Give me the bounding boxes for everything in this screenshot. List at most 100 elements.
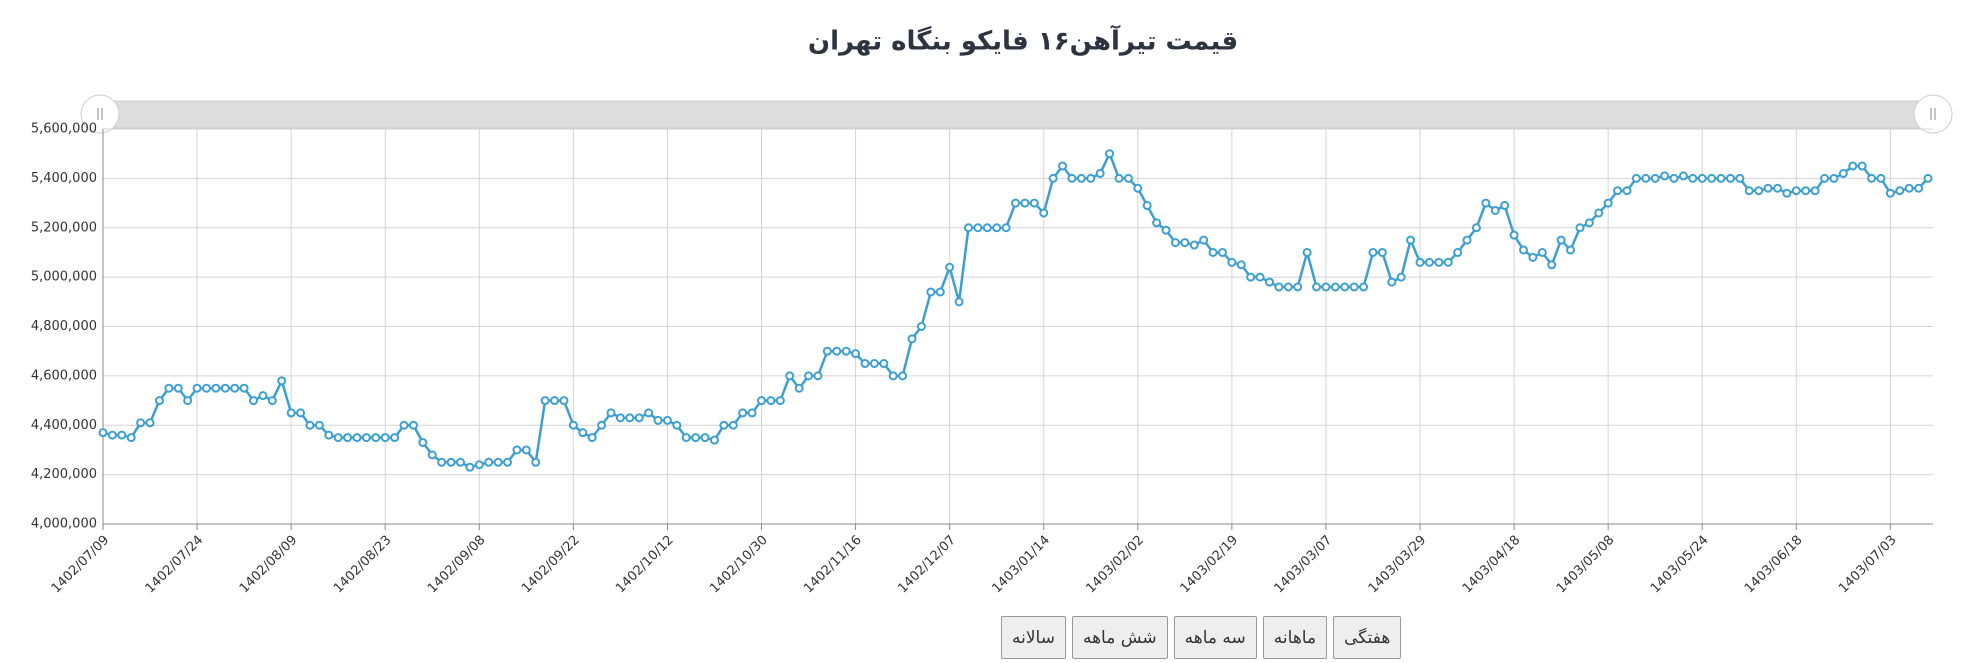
x-tick-label: 1402/08/23 [331, 533, 395, 597]
point [1415, 257, 1425, 267]
point [804, 371, 814, 381]
point [1669, 173, 1679, 183]
point [154, 396, 164, 406]
range-button[interactable]: شش ماهه [1071, 616, 1168, 659]
x-tick-label: 1402/09/22 [519, 533, 583, 597]
y-tick-label: 5,400,000 [31, 171, 97, 186]
point [1678, 171, 1688, 181]
point [766, 396, 776, 406]
point [1914, 183, 1924, 193]
point [98, 428, 108, 438]
point [1556, 235, 1566, 245]
x-tick-label: 1402/08/09 [237, 533, 301, 597]
point [1509, 230, 1519, 240]
point [1208, 247, 1218, 257]
point [1039, 208, 1049, 218]
point [681, 433, 691, 443]
chart-title: قیمت تیرآهن۱۶ فایکو بنگاه تهران [808, 25, 1238, 57]
range-button[interactable]: سه ماهه [1173, 616, 1257, 659]
point [1246, 272, 1256, 282]
chart: قیمت تیرآهن۱۶ فایکو بنگاه تهران 4,000,00… [31, 25, 1953, 597]
point [568, 420, 578, 430]
scroll-handle-right[interactable] [1913, 94, 1953, 134]
point [757, 396, 767, 406]
point [277, 376, 287, 386]
point [1086, 173, 1096, 183]
point [1613, 186, 1623, 196]
point [1575, 223, 1585, 233]
point [1820, 173, 1830, 183]
point [1293, 282, 1303, 292]
point [1255, 272, 1265, 282]
point [1876, 173, 1886, 183]
point [879, 359, 889, 369]
x-tick-label: 1402/10/30 [707, 533, 771, 597]
point [982, 223, 992, 233]
point [192, 383, 202, 393]
range-button[interactable]: ماهانه [1262, 616, 1328, 659]
x-tick-label: 1403/02/19 [1178, 533, 1242, 597]
x-tick-label: 1402/09/08 [425, 533, 489, 597]
point [691, 433, 701, 443]
x-tick-label: 1402/12/07 [895, 533, 959, 597]
point [1387, 277, 1397, 287]
range-button[interactable]: هفتگی [1333, 616, 1402, 659]
point [427, 450, 437, 460]
point [954, 297, 964, 307]
point [1660, 171, 1670, 181]
point [1283, 282, 1293, 292]
point [145, 418, 155, 428]
point [973, 223, 983, 233]
point [709, 435, 719, 445]
point [474, 460, 484, 470]
point [1707, 173, 1717, 183]
point [1622, 186, 1632, 196]
point [1838, 168, 1848, 178]
point [521, 445, 531, 455]
range-button[interactable]: سالانه [1001, 616, 1066, 659]
point [587, 433, 597, 443]
x-tick-label: 1403/05/24 [1648, 533, 1712, 597]
point [597, 420, 607, 430]
point [1848, 161, 1858, 171]
point [1434, 257, 1444, 267]
point [1490, 205, 1500, 215]
scrollbar[interactable] [99, 100, 1934, 129]
point [1349, 282, 1359, 292]
point [1152, 218, 1162, 228]
point [258, 391, 268, 401]
point [1453, 247, 1463, 257]
point [503, 457, 513, 467]
point [484, 457, 494, 467]
point [662, 415, 672, 425]
point [1923, 173, 1933, 183]
point [1406, 235, 1416, 245]
point [1443, 257, 1453, 267]
point [446, 457, 456, 467]
point [1359, 282, 1369, 292]
point [832, 346, 842, 356]
point [1340, 282, 1350, 292]
point [1123, 173, 1133, 183]
point [1754, 186, 1764, 196]
scroll-handle-left[interactable] [80, 94, 120, 134]
point [352, 433, 362, 443]
point [1735, 173, 1745, 183]
point [1264, 277, 1274, 287]
point [173, 383, 183, 393]
x-tick-label: 1403/03/29 [1366, 533, 1430, 597]
point [1471, 223, 1481, 233]
point [615, 413, 625, 423]
point [1697, 173, 1707, 183]
point [1594, 208, 1604, 218]
point [465, 462, 475, 472]
point [408, 420, 418, 430]
point [512, 445, 522, 455]
point [935, 287, 945, 297]
point [1603, 198, 1613, 208]
point [578, 428, 588, 438]
point [1377, 247, 1387, 257]
point [1782, 188, 1792, 198]
point [107, 430, 117, 440]
y-tick-label: 4,600,000 [31, 368, 97, 383]
